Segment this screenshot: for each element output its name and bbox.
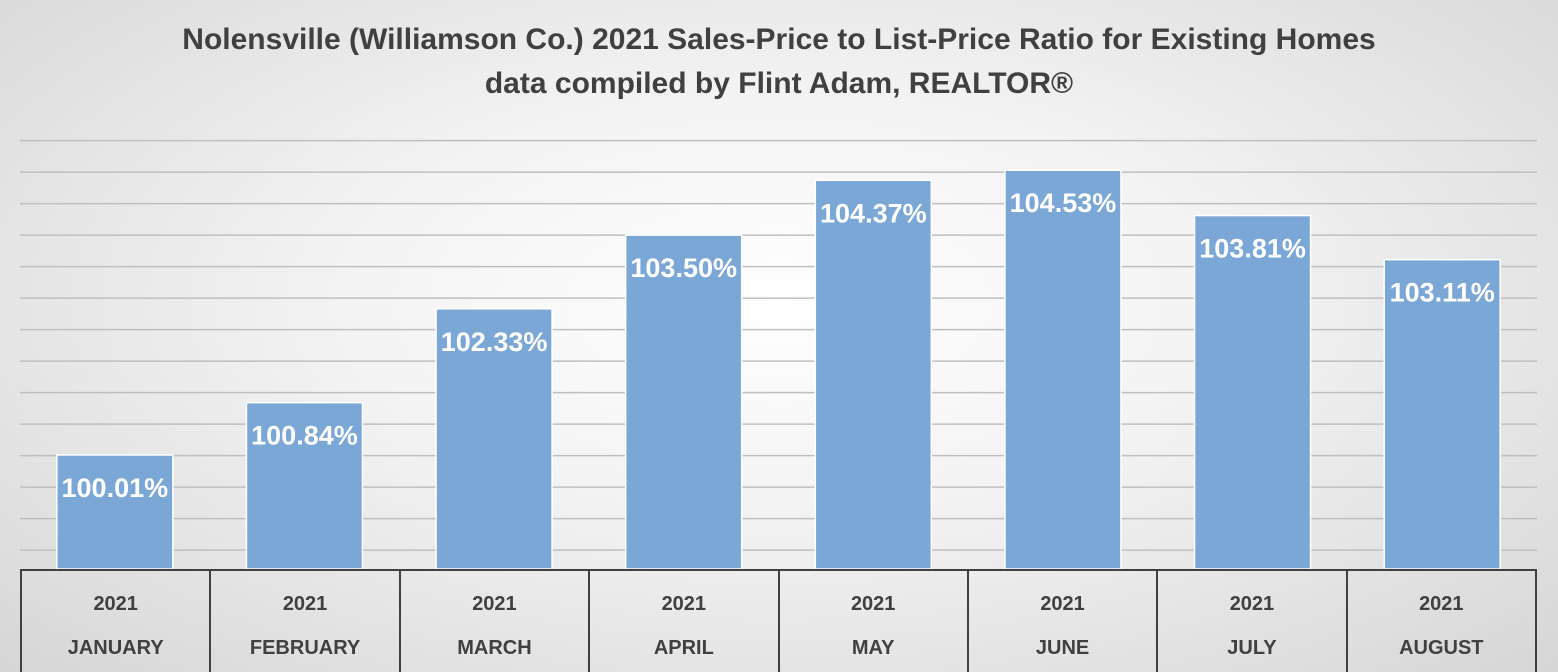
data-label-july: 103.81% [1199,234,1306,264]
axis-cell-july: 2021 JULY [1156,571,1345,672]
x-tick-year: 2021 [1040,593,1085,615]
data-label-january: 100.01% [62,473,169,503]
x-tick-month: AUGUST [1399,637,1484,659]
data-label-april: 103.50% [630,253,737,283]
data-label-may: 104.37% [820,198,927,228]
x-tick-month: JUNE [1035,637,1090,659]
x-tick-year: 2021 [282,593,328,615]
x-tick-month: MAY [851,637,895,659]
bar-april [624,234,743,570]
bars [56,169,1501,570]
x-tick-month: APRIL [653,637,714,659]
axis-cell-january: 2021 JANUARY [20,571,209,672]
x-tick-month: FEBRUARY [249,637,361,659]
x-tick-month: MARCH [457,637,532,659]
x-tick-year: 2021 [1419,593,1464,615]
axis-cell-april: 2021 APRIL [588,571,777,672]
axis-cell-august: 2021 AUGUST [1345,571,1537,672]
data-label-february: 100.84% [251,421,358,451]
x-tick-year: 2021 [1229,593,1275,615]
axis-cell-may: 2021 MAY [777,571,967,672]
bar-june [1004,169,1122,570]
bar-august [1383,258,1501,570]
axis-cell-june: 2021 JUNE [966,571,1156,672]
data-label-march: 102.33% [441,327,548,357]
data-label-august: 103.11% [1390,278,1495,308]
bar-july [1193,214,1312,570]
axis-cell-february: 2021 FEBRUARY [209,571,398,672]
x-tick-month: JANUARY [67,637,164,659]
x-tick-year: 2021 [93,593,138,615]
x-tick-year: 2021 [661,593,707,615]
axis-cell-march: 2021 MARCH [398,571,588,672]
x-tick-year: 2021 [850,593,896,615]
data-label-june: 104.53% [1010,188,1117,218]
chart-title-block: Nolensville (Williamson Co.) 2021 Sales-… [0,18,1558,106]
bar-january [56,454,174,570]
data-labels: 100.01% 100.84% 102.33% 103.50% 104.37% 104.5… [62,188,1495,503]
x-tick-year: 2021 [472,593,517,615]
bar-may [814,179,933,570]
chart-title: Nolensville (Williamson Co.) 2021 Sales-… [182,23,1376,56]
x-tick-month: JULY [1227,637,1277,659]
category-axis-table: 2021 JANUARY 2021 FEBRUARY 2021 MARCH 2021 APRI… [20,569,1537,672]
chart-subtitle: data compiled by Flint Adam, REALTOR® [484,67,1074,100]
bar-february [245,401,364,570]
bar-march [435,308,553,570]
